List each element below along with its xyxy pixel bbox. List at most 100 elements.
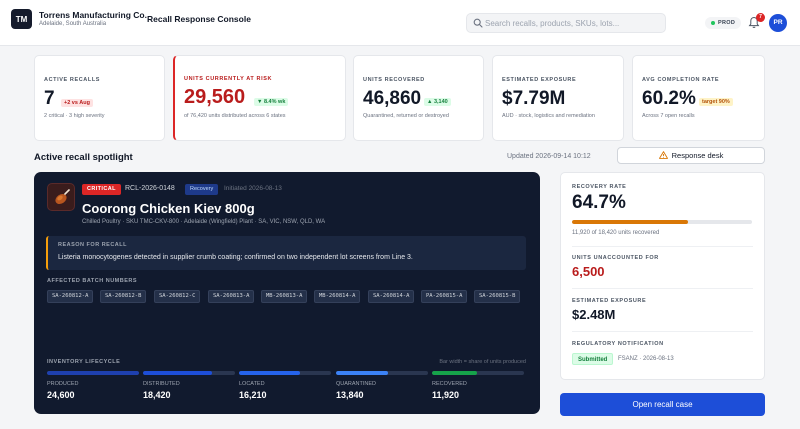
regulatory-status-badge: Submitted: [572, 353, 614, 365]
lifecycle-bar-distributed: [143, 371, 235, 375]
lifecycle-stage-name: LOCATED: [239, 381, 265, 387]
batch-chip[interactable]: SA-260813-A: [208, 290, 255, 303]
kpi-subtext: AUD · stock, logistics and remediation: [502, 113, 595, 119]
lifecycle-bar-recovered: [432, 371, 524, 375]
lifecycle-stage-value: 18,420: [143, 390, 171, 400]
severity-badge: CRITICAL: [82, 184, 121, 195]
environment-label: PROD: [718, 20, 736, 26]
product-thumbnail: [47, 183, 75, 211]
unaccounted-value: 6,500: [572, 264, 605, 279]
kpi-delta: +2 vs Aug: [61, 99, 93, 107]
stage-badge: Recovery: [185, 184, 219, 195]
reason-label: REASON FOR RECALL: [58, 242, 127, 248]
page-title: Recall Response Console: [147, 14, 251, 24]
batch-chip[interactable]: MB-260813-A: [261, 290, 308, 303]
kpi-card-avg-completion[interactable]: AVG COMPLETION RATE 60.2% target 90% Acr…: [632, 55, 765, 141]
lifecycle-stage-name: RECOVERED: [432, 381, 467, 387]
initiated-date: Initiated 2026-08-13: [224, 185, 282, 192]
batch-chip[interactable]: SA-260814-A: [368, 290, 415, 303]
company-name: Torrens Manufacturing Co.: [39, 10, 147, 20]
lifecycle-stage-name: PRODUCED: [47, 381, 79, 387]
lifecycle-label: INVENTORY LIFECYCLE: [47, 359, 121, 365]
kpi-label: AVG COMPLETION RATE: [642, 77, 720, 83]
kpi-value: 7: [44, 88, 55, 109]
kpi-label: UNITS RECOVERED: [363, 77, 425, 83]
response-desk-button[interactable]: Response desk: [617, 147, 765, 164]
product-name: Coorong Chicken Kiev 800g: [82, 201, 255, 216]
recovery-rate-label: RECOVERY RATE: [572, 184, 627, 190]
chicken-kiev-icon: [55, 189, 70, 205]
lifecycle-note: Bar width = share of units produced: [439, 359, 526, 365]
kpi-value: $7.79M: [502, 88, 566, 109]
divider: [572, 288, 753, 289]
lifecycle-bar-fill: [432, 371, 477, 375]
recovery-progress-fill: [572, 220, 689, 224]
kpi-subtext: Quarantined, returned or destroyed: [363, 113, 449, 119]
batch-chip[interactable]: MB-260814-A: [314, 290, 361, 303]
regulatory-label: REGULATORY NOTIFICATION: [572, 341, 664, 347]
lifecycle-bar-quarantined: [336, 371, 428, 375]
company-location: Adelaide, South Australia: [39, 21, 107, 27]
regulatory-detail: FSANZ · 2026-08-13: [618, 356, 674, 362]
notification-count-badge: 7: [756, 13, 765, 22]
batch-chip[interactable]: SA-260812-C: [154, 290, 201, 303]
status-dot-icon: [711, 21, 715, 25]
environment-badge: PROD: [705, 17, 742, 29]
kpi-label: ESTIMATED EXPOSURE: [502, 77, 577, 83]
top-header: TM Torrens Manufacturing Co. Adelaide, S…: [0, 0, 800, 46]
lifecycle-stage-value: 11,920: [432, 390, 460, 400]
recall-metrics-panel: RECOVERY RATE 64.7% 11,920 of 18,420 uni…: [560, 172, 765, 380]
kpi-label: UNITS CURRENTLY AT RISK: [184, 76, 273, 82]
lifecycle-bar-located: [239, 371, 331, 375]
lifecycle-bar-fill: [336, 371, 388, 375]
lifecycle-stage-name: DISTRIBUTED: [143, 381, 180, 387]
kpi-delta: ▲ 3,140: [424, 98, 451, 106]
recovery-rate-subtext: 11,920 of 18,420 units recovered: [572, 230, 660, 236]
exposure-label: ESTIMATED EXPOSURE: [572, 298, 647, 304]
recovery-progress-bar: [572, 220, 752, 224]
user-avatar[interactable]: PR: [769, 14, 787, 32]
batch-chip[interactable]: SA-260815-B: [474, 290, 521, 303]
reason-text: Listeria monocytogenes detected in suppl…: [58, 254, 413, 261]
kpi-delta: ▼ 8.4% wk: [254, 98, 289, 106]
product-meta: Chilled Poultry · SKU TMC-CKV-800 · Adel…: [82, 219, 326, 225]
recall-spotlight-card[interactable]: CRITICAL RCL-2026-0148 Recovery Initiate…: [34, 172, 540, 414]
search-icon: [473, 18, 483, 28]
search-box[interactable]: [466, 13, 666, 33]
lifecycle-bar-fill: [239, 371, 300, 375]
exposure-value: $2.48M: [572, 307, 616, 322]
lifecycle-stage-value: 24,600: [47, 390, 75, 400]
divider: [572, 331, 753, 332]
kpi-value: 29,560: [184, 86, 246, 108]
kpi-card-units-recovered[interactable]: UNITS RECOVERED 46,860 ▲ 3,140 Quarantin…: [353, 55, 484, 141]
kpi-target: target 90%: [699, 98, 733, 106]
batches-label: AFFECTED BATCH NUMBERS: [47, 278, 138, 284]
kpi-label: ACTIVE RECALLS: [44, 77, 101, 83]
warning-icon: [658, 151, 668, 159]
updated-timestamp: Updated 2026-09-14 10:12: [507, 153, 591, 160]
kpi-card-units-at-risk[interactable]: UNITS CURRENTLY AT RISK 29,560 ▼ 8.4% wk…: [173, 55, 346, 141]
search-input[interactable]: [485, 16, 661, 30]
kpi-subtext: 2 critical · 3 high severity: [44, 113, 105, 119]
company-logo[interactable]: TM: [11, 9, 32, 29]
kpi-card-active-recalls[interactable]: ACTIVE RECALLS 7 +2 vs Aug 2 critical · …: [34, 55, 165, 141]
lifecycle-bar-fill: [47, 371, 139, 375]
kpi-subtext: of 76,420 units distributed across 6 sta…: [184, 113, 286, 119]
batch-chip[interactable]: SA-260812-A: [47, 290, 94, 303]
batch-chip[interactable]: SA-260812-B: [100, 290, 147, 303]
lifecycle-stage-value: 13,840: [336, 390, 364, 400]
divider: [572, 246, 753, 247]
open-recall-case-button[interactable]: Open recall case: [560, 393, 765, 416]
unaccounted-label: UNITS UNACCOUNTED FOR: [572, 255, 659, 261]
section-title: Active recall spotlight: [34, 152, 133, 163]
lifecycle-bar-produced: [47, 371, 139, 375]
kpi-value: 46,860: [363, 88, 422, 109]
lifecycle-bar-fill: [143, 371, 212, 375]
kpi-value: 60.2%: [642, 88, 696, 109]
response-desk-label: Response desk: [671, 151, 724, 160]
recall-reason-box: REASON FOR RECALL Listeria monocytogenes…: [46, 236, 526, 270]
batch-chip[interactable]: PA-260815-A: [421, 290, 468, 303]
lifecycle-stage-name: QUARANTINED: [336, 381, 377, 387]
kpi-card-estimated-exposure[interactable]: ESTIMATED EXPOSURE $7.79M AUD · stock, l…: [492, 55, 624, 141]
lifecycle-stage-value: 16,210: [239, 390, 267, 400]
